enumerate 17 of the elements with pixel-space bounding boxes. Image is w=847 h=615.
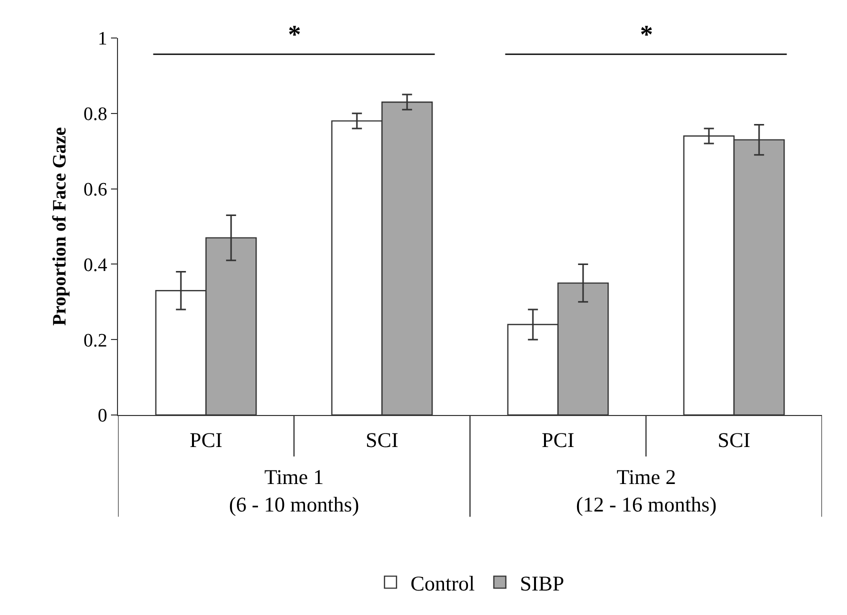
- y-tick-label: 0: [98, 406, 108, 427]
- text: Time 1 (6 - 10 months): [229, 465, 360, 516]
- x-tick-label: SCI: [718, 428, 750, 452]
- y-tick-label: 0.4: [83, 254, 108, 276]
- y-tick-label: 0.8: [83, 104, 108, 126]
- legend-label: Control: [410, 571, 475, 596]
- x-tick-label: PCI: [190, 428, 222, 452]
- x-tick-label: SCI: [366, 428, 398, 452]
- text: Time 2 (12 - 16 months): [576, 465, 717, 516]
- y-axis-title: Proportion of Face Gaze: [49, 127, 70, 326]
- legend-label: SIBP: [520, 571, 564, 596]
- x-tick-label: PCI: [542, 428, 574, 452]
- annotation: *: [640, 20, 653, 49]
- y-tick-label: 0.2: [83, 330, 108, 352]
- annotation: *: [288, 20, 301, 49]
- y-tick-label: 0.6: [83, 179, 108, 200]
- y-tick-label: 1: [98, 28, 108, 50]
